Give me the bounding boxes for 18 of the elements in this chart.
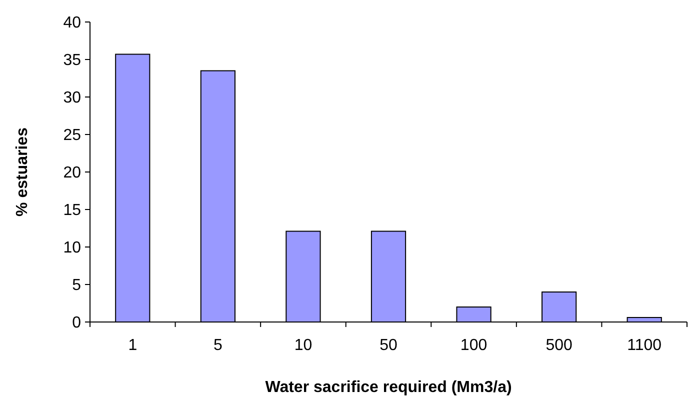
x-tick-label: 1 bbox=[128, 337, 138, 354]
x-tick-label: 1100 bbox=[627, 337, 662, 354]
x-tick-label: 100 bbox=[460, 337, 488, 354]
y-tick-label: 0 bbox=[72, 314, 82, 332]
y-tick-label: 30 bbox=[63, 90, 82, 107]
x-tick-label: 5 bbox=[213, 337, 222, 354]
y-tick-label: 10 bbox=[63, 240, 82, 257]
x-tick-label: 500 bbox=[546, 337, 573, 354]
y-tick-label: 40 bbox=[63, 14, 82, 32]
y-axis-title: % estuaries bbox=[14, 127, 31, 216]
x-axis-title: Water sacrifice required (Mm3/a) bbox=[265, 379, 512, 396]
y-tick-label: 25 bbox=[63, 127, 82, 144]
y-tick-label: 15 bbox=[63, 202, 82, 220]
y-tick-label: 35 bbox=[63, 52, 82, 70]
y-tick-label: 20 bbox=[63, 164, 82, 182]
x-tick-label: 50 bbox=[380, 337, 398, 354]
y-tick-label: 5 bbox=[72, 277, 82, 294]
x-tick-label: 10 bbox=[294, 337, 312, 354]
